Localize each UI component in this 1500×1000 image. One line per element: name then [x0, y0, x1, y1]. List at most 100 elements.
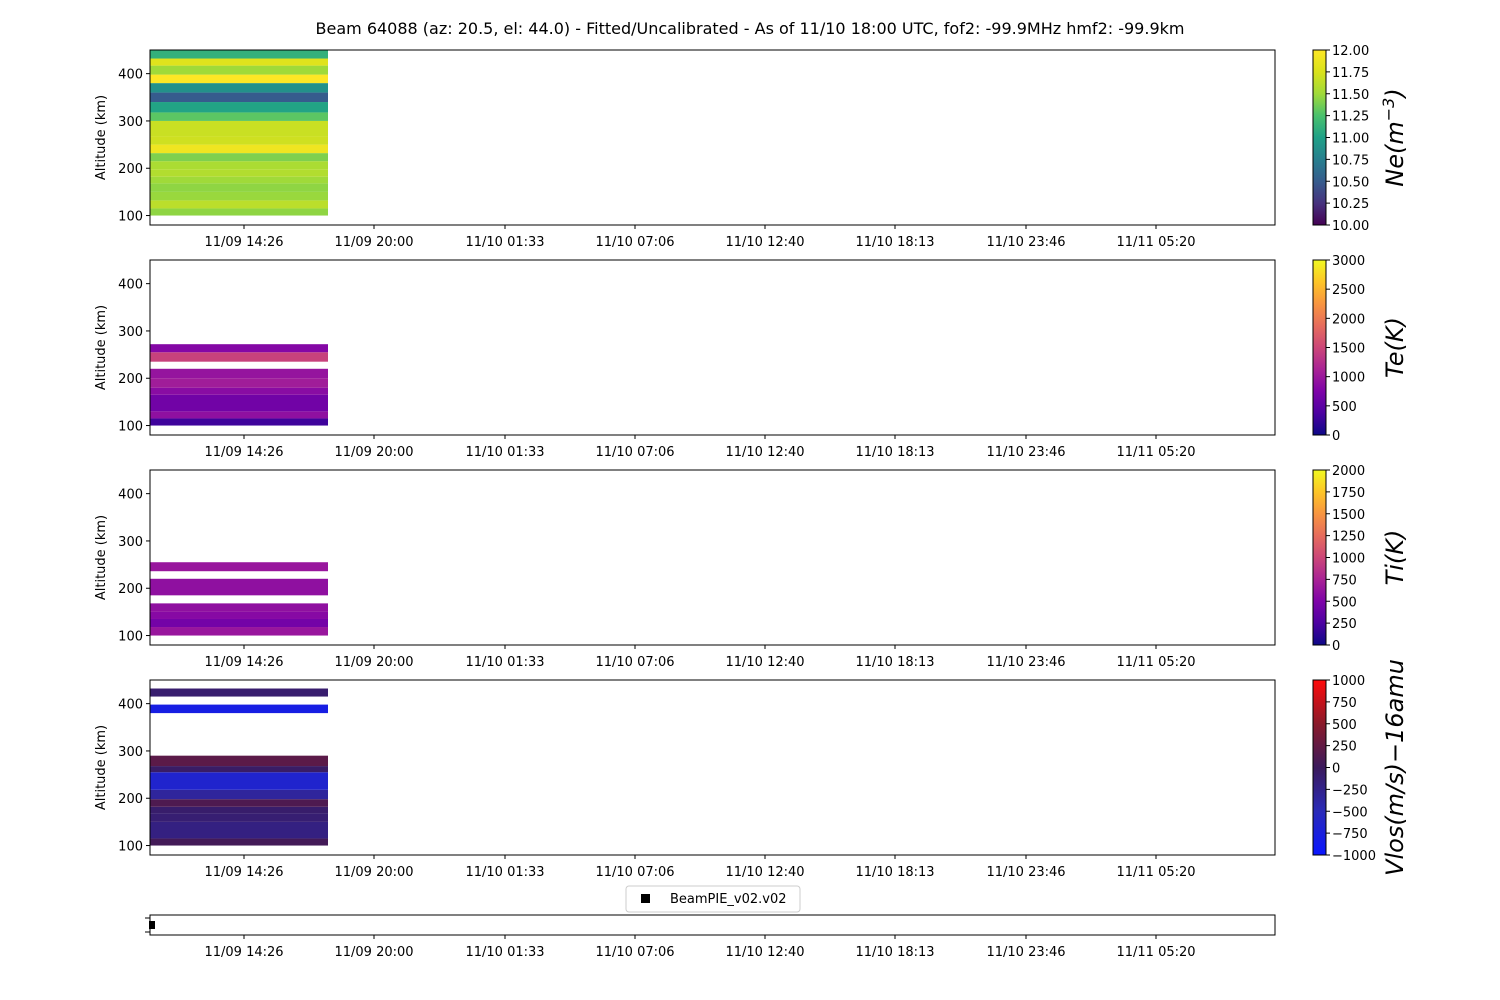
y-tick-label: 300: [118, 535, 143, 550]
x-tick-label: 11/10 07:06: [595, 235, 674, 250]
y-tick-label: 200: [118, 162, 143, 177]
data-row: [150, 102, 328, 113]
x-tick-label: 11/09 20:00: [334, 945, 413, 960]
colorbar-label-main: Ti(K): [1381, 530, 1409, 586]
x-tick-label: 11/10 12:40: [725, 655, 804, 670]
y-tick-label: 400: [118, 488, 143, 503]
colorbar-label-sup: −3: [1379, 98, 1398, 122]
data-row: [150, 83, 328, 93]
colorbar: [1312, 259, 1327, 436]
x-tick-label: 11/09 14:26: [204, 865, 283, 880]
data-row: [150, 789, 328, 800]
data-row: [150, 50, 328, 59]
data-row: [150, 344, 328, 353]
x-tick-label: 11/10 01:33: [465, 445, 544, 460]
colorbar-tick-label: 11.50: [1332, 88, 1369, 103]
colorbar-tick-label: 1250: [1332, 530, 1365, 545]
data-row: [150, 153, 328, 162]
data-row: [150, 378, 328, 388]
colorbar-tick-label: 500: [1332, 595, 1357, 610]
data-row: [150, 806, 328, 814]
y-tick-label: 300: [118, 325, 143, 340]
y-tick-label: 200: [118, 792, 143, 807]
colorbar: [1312, 49, 1327, 226]
colorbar-tick-label: 2500: [1332, 283, 1365, 298]
data-row: [150, 418, 328, 426]
panels: 100 200 300 400 Altitude (km) 11/09 14:26 11/0…: [94, 44, 1409, 880]
data-row: [150, 688, 328, 697]
data-row: [150, 766, 328, 773]
data-row: [150, 611, 328, 619]
colorbar-tick-label: 0: [1332, 429, 1340, 444]
colorbar-tick-label: 1000: [1332, 371, 1365, 386]
colorbar-label-main: Ne(m: [1381, 121, 1409, 186]
x-tick-label: 11/10 18:13: [855, 235, 934, 250]
x-tick-label: 11/10 18:13: [855, 865, 934, 880]
colorbar-tick-label: 3000: [1332, 254, 1365, 269]
y-tick-label: 400: [118, 68, 143, 83]
x-tick-label: 11/10 23:46: [986, 945, 1065, 960]
colorbar-label: Ne(m−3): [1379, 88, 1409, 186]
data-row: [150, 411, 328, 419]
colorbar-tick-label: 1500: [1332, 508, 1365, 523]
colorbar-label: Te(K): [1381, 317, 1409, 378]
x-tick-label: 11/10 23:46: [986, 655, 1065, 670]
x-tick-label: 11/09 14:26: [204, 235, 283, 250]
data-row: [150, 120, 328, 137]
y-tick-label: 300: [118, 115, 143, 130]
data-row: [150, 169, 328, 177]
data-row: [150, 74, 328, 84]
colorbar-tick-label: 250: [1332, 740, 1357, 755]
x-tick-label: 11/09 20:00: [334, 865, 413, 880]
data-row: [150, 755, 328, 767]
y-tick-label: 200: [118, 372, 143, 387]
x-tick-label: 11/10 23:46: [986, 865, 1065, 880]
x-tick-label: 11/09 14:26: [204, 945, 283, 960]
y-tick-label: 100: [118, 630, 143, 645]
colorbar-tick-label: 0: [1332, 762, 1340, 777]
axes-frame: [149, 259, 1276, 436]
data-row: [150, 183, 328, 192]
x-tick-label: 11/10 07:06: [595, 865, 674, 880]
x-tick-label: 11/09 14:26: [204, 655, 283, 670]
data-row: [150, 603, 328, 612]
x-tick-label: 11/11 05:20: [1116, 445, 1195, 460]
y-tick-label: 100: [118, 840, 143, 855]
colorbar-label: Ti(K): [1381, 530, 1409, 586]
data-row: [150, 92, 328, 103]
x-tick-label: 11/10 18:13: [855, 655, 934, 670]
y-tick-label: 100: [118, 420, 143, 435]
x-tick-label: 11/10 23:46: [986, 235, 1065, 250]
data-row: [150, 112, 328, 121]
legend: BeamPIE_v02.v02: [625, 885, 801, 913]
colorbar-tick-label: 2000: [1332, 312, 1365, 327]
colorbar-label: Vlos(m/s)−16amu: [1381, 659, 1409, 876]
legend-label: BeamPIE_v02.v02: [670, 892, 787, 907]
bottom-strip: 11/09 14:26 11/09 20:00 11/10 01:33 11/10 0…: [145, 885, 1276, 960]
colorbar-tick-label: 11.25: [1332, 110, 1369, 125]
colorbar-tick-label: 250: [1332, 617, 1357, 632]
colorbar-tick-label: 750: [1332, 696, 1357, 711]
panel-2: 100 200 300 400 Altitude (km) 11/09 14:26 11/0…: [94, 254, 1409, 460]
colorbar-tick-label: 10.50: [1332, 175, 1369, 190]
data-row: [150, 368, 328, 379]
colorbar-tick-label: −250: [1332, 783, 1368, 798]
data-row: [150, 578, 328, 596]
data-row: [150, 772, 328, 790]
x-tick-label: 11/09 20:00: [334, 235, 413, 250]
y-axis-label: Altitude (km): [94, 305, 109, 390]
data-row: [150, 562, 328, 572]
x-tick-label: 11/10 01:33: [465, 945, 544, 960]
x-tick-label: 11/10 12:40: [725, 445, 804, 460]
panel-3: 100 200 300 400 Altitude (km) 11/09 14:26 11/0…: [94, 464, 1409, 670]
colorbar: [1312, 679, 1327, 856]
data-row: [150, 200, 328, 209]
data-row: [150, 813, 328, 822]
colorbar-tick-label: 10.00: [1332, 219, 1369, 234]
x-tick-label: 11/10 23:46: [986, 445, 1065, 460]
colorbar-tick-label: 11.00: [1332, 132, 1369, 147]
y-tick-label: 100: [118, 210, 143, 225]
x-tick-label: 11/11 05:20: [1116, 945, 1195, 960]
legend-marker: [641, 894, 650, 903]
colorbar-tick-label: 500: [1332, 718, 1357, 733]
